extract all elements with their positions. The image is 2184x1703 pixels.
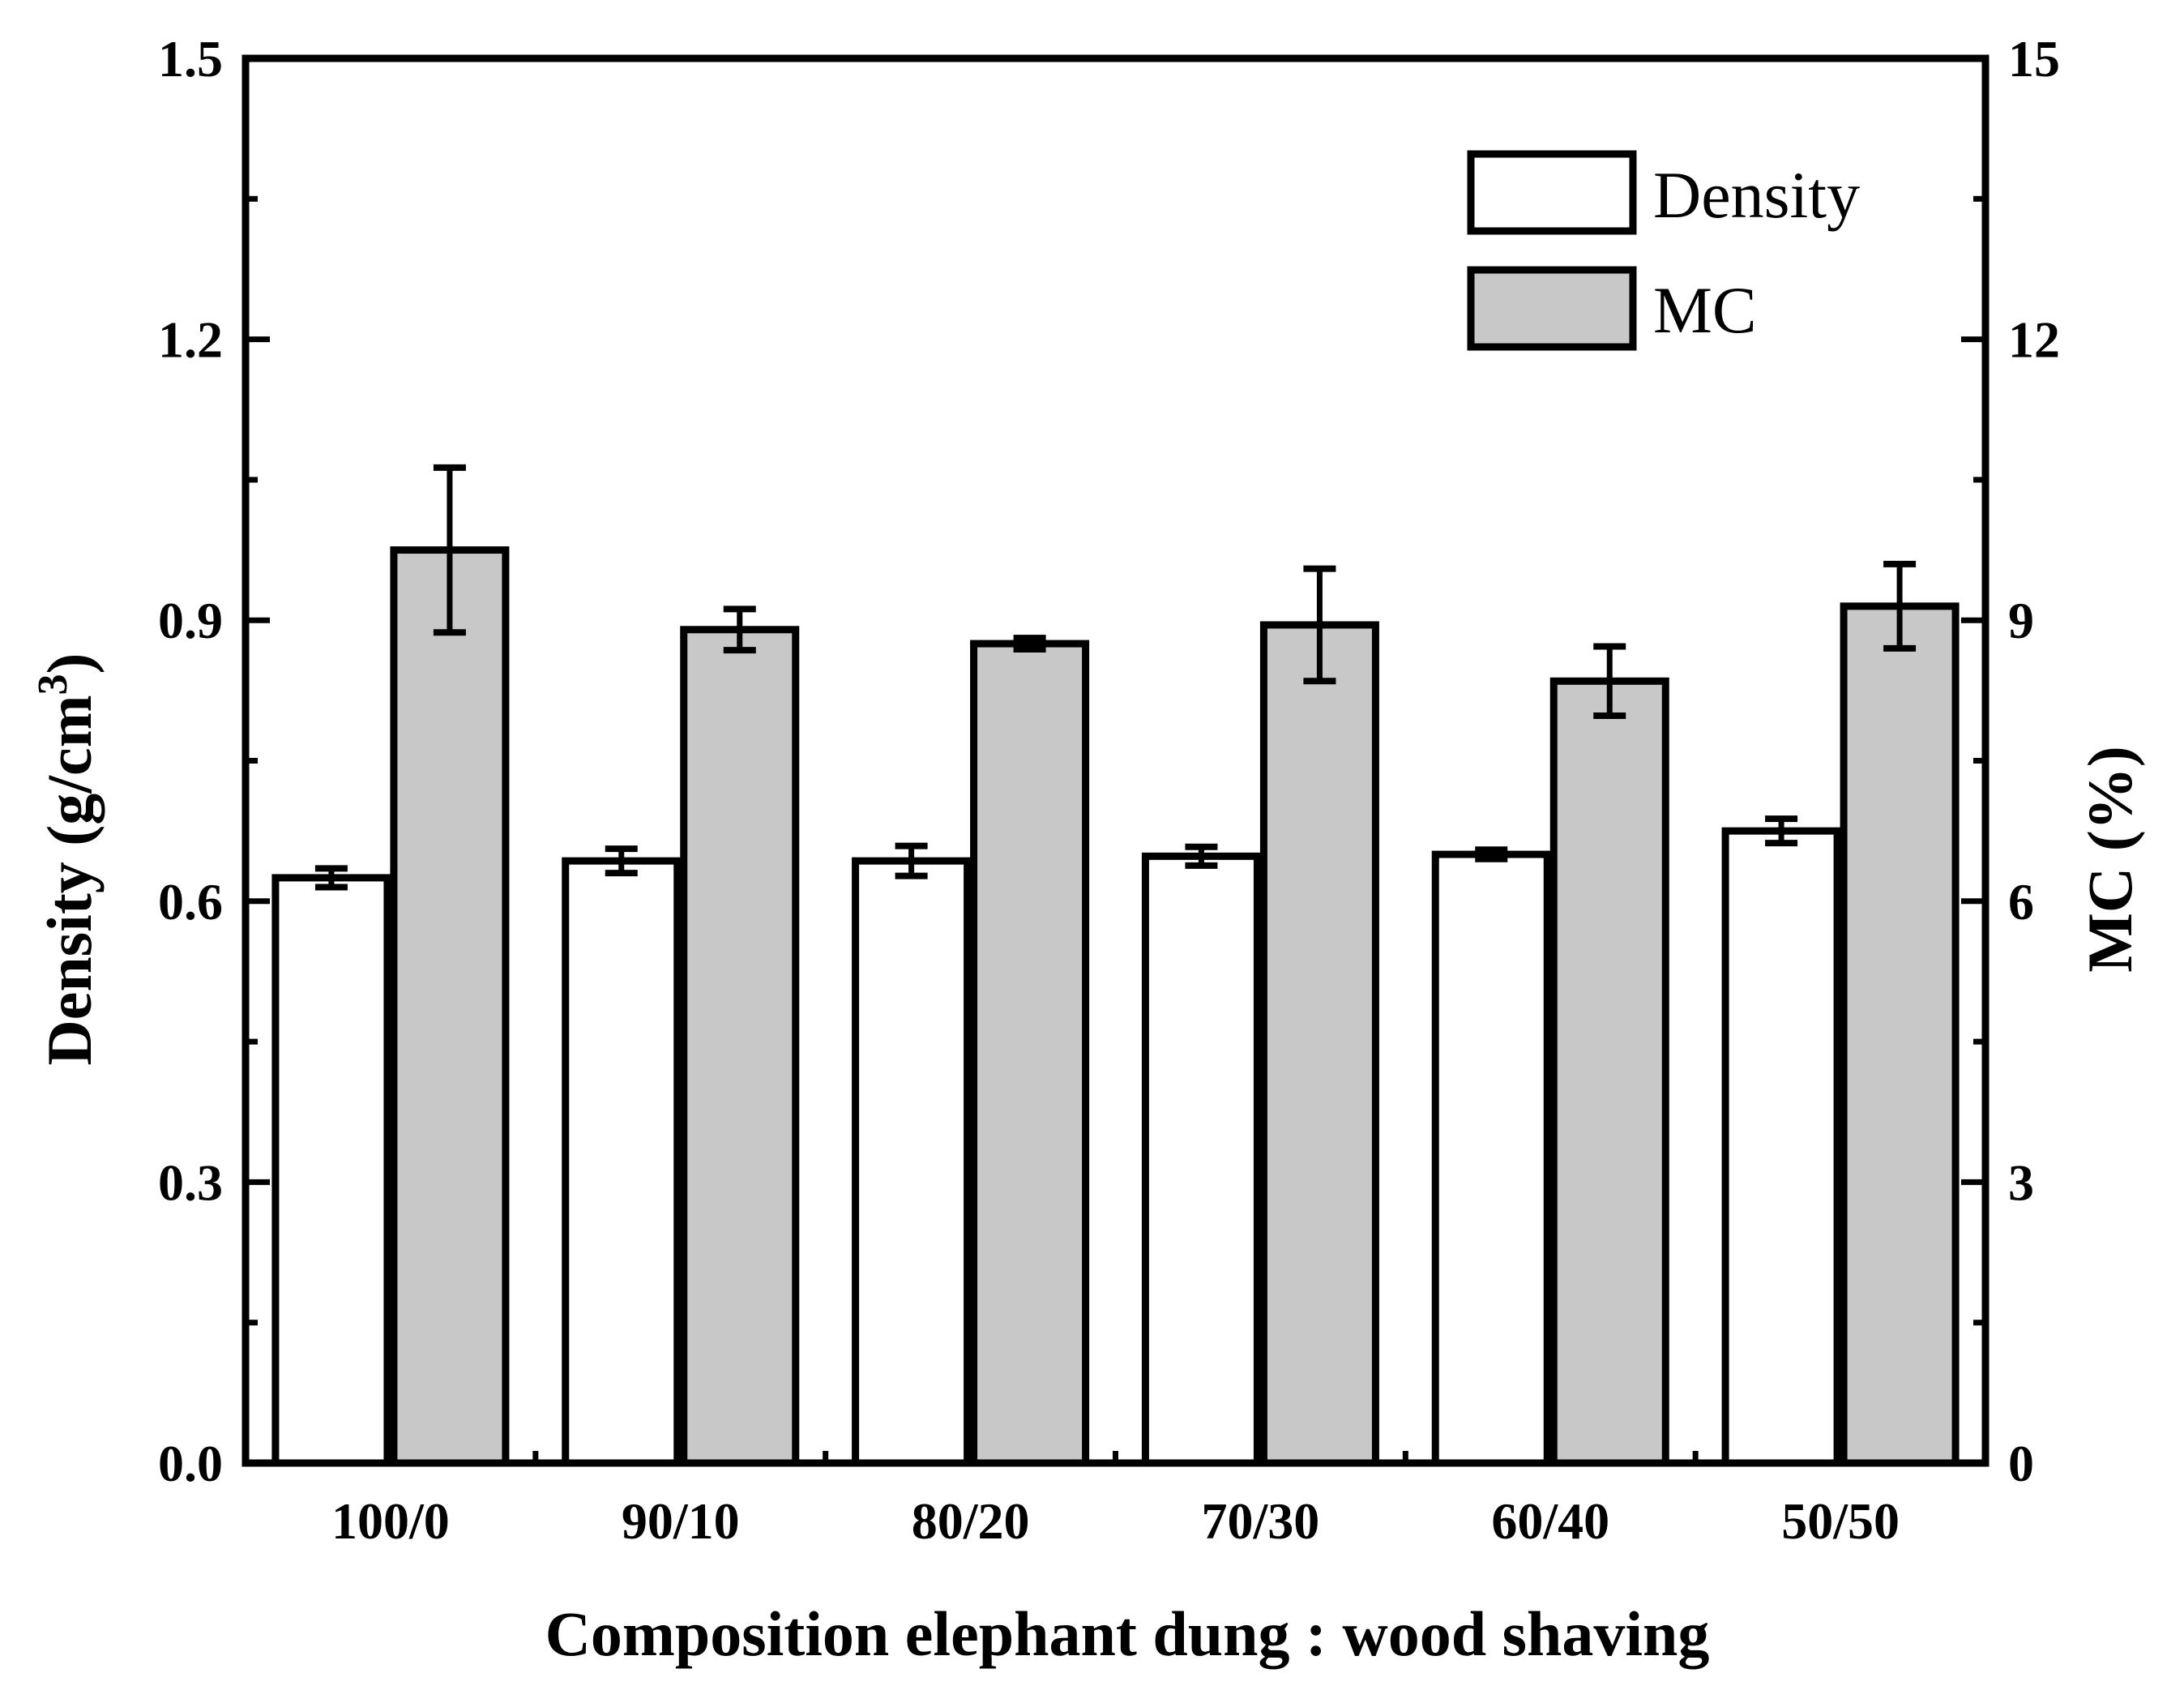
bar-density-4 <box>1431 850 1551 1467</box>
error-bar-mc-4 <box>1593 643 1626 720</box>
x-tick-label-2: 80/20 <box>912 1492 1030 1550</box>
y-axis-title-text: Density (g/cm <box>34 695 105 1065</box>
legend-swatch-density <box>1467 150 1637 235</box>
bar-density-1 <box>562 857 682 1467</box>
y-axis-title-close: ) <box>34 653 105 674</box>
bar-density-5 <box>1721 827 1841 1467</box>
y2-tick-label-3: 9 <box>2008 592 2034 649</box>
legend: Density MC <box>1467 150 1860 351</box>
bar-density-0 <box>271 874 391 1467</box>
x-tick-label-1: 90/10 <box>622 1492 740 1550</box>
axes-layer <box>241 54 1990 1467</box>
y-tick-label-4: 1.2 <box>158 311 223 369</box>
x-tick-label-3: 70/30 <box>1202 1492 1320 1550</box>
y2-tick-label-0: 0 <box>2008 1435 2034 1492</box>
bar-mc-1 <box>680 626 800 1467</box>
y-tick-label-1: 0.3 <box>158 1153 223 1211</box>
y-axis-title: Density (g/cm3) <box>30 653 105 1065</box>
bars-layer <box>271 464 1960 1467</box>
error-bar-density-3 <box>1185 843 1218 869</box>
error-bar-mc-3 <box>1303 565 1336 685</box>
y-tick-label-3: 0.9 <box>158 592 223 649</box>
bar-mc-2 <box>970 640 1090 1467</box>
error-bar-mc-0 <box>433 464 466 636</box>
legend-label-mc: MC <box>1653 273 1757 347</box>
bar-mc-4 <box>1549 677 1669 1467</box>
y2-tick-label-1: 3 <box>2008 1153 2034 1211</box>
y-tick-label-0: 0.0 <box>158 1435 223 1492</box>
error-bar-mc-5 <box>1883 560 1917 652</box>
error-bar-density-2 <box>895 842 928 879</box>
error-bar-density-0 <box>314 865 348 891</box>
bar-density-3 <box>1141 852 1261 1467</box>
error-bar-density-5 <box>1765 815 1798 847</box>
x-tick-label-0: 100/0 <box>331 1492 450 1550</box>
y-axis-title-superscript: 3 <box>30 674 76 695</box>
legend-swatch-mc <box>1467 266 1637 351</box>
error-bar-density-1 <box>605 845 638 877</box>
labels-layer: 100/0 90/10 80/20 70/30 60/40 50/50 0.0 0 0.3 3 0.… <box>158 30 2060 1550</box>
error-bar-mc-2 <box>1013 635 1046 653</box>
y2-axis-title: MC (%) <box>2075 746 2145 972</box>
bar-mc-3 <box>1259 621 1379 1467</box>
y2-tick-label-2: 6 <box>2008 873 2034 931</box>
y-tick-label-2: 0.6 <box>158 873 223 931</box>
bar-density-2 <box>852 857 972 1467</box>
y2-tick-label-4: 12 <box>2008 311 2060 369</box>
x-axis-title: Composition elephant dung : wood shaving <box>545 1598 1710 1669</box>
x-tick-label-5: 50/50 <box>1781 1492 1900 1550</box>
error-bar-density-4 <box>1475 846 1508 862</box>
bar-mc-0 <box>390 546 510 1467</box>
x-tick-label-4: 60/40 <box>1491 1492 1609 1550</box>
y2-tick-label-5: 15 <box>2008 30 2060 88</box>
error-bar-mc-1 <box>723 605 756 654</box>
legend-label-density: Density <box>1653 158 1860 232</box>
y-tick-label-5: 1.5 <box>158 30 223 88</box>
bar-mc-5 <box>1840 602 1960 1467</box>
